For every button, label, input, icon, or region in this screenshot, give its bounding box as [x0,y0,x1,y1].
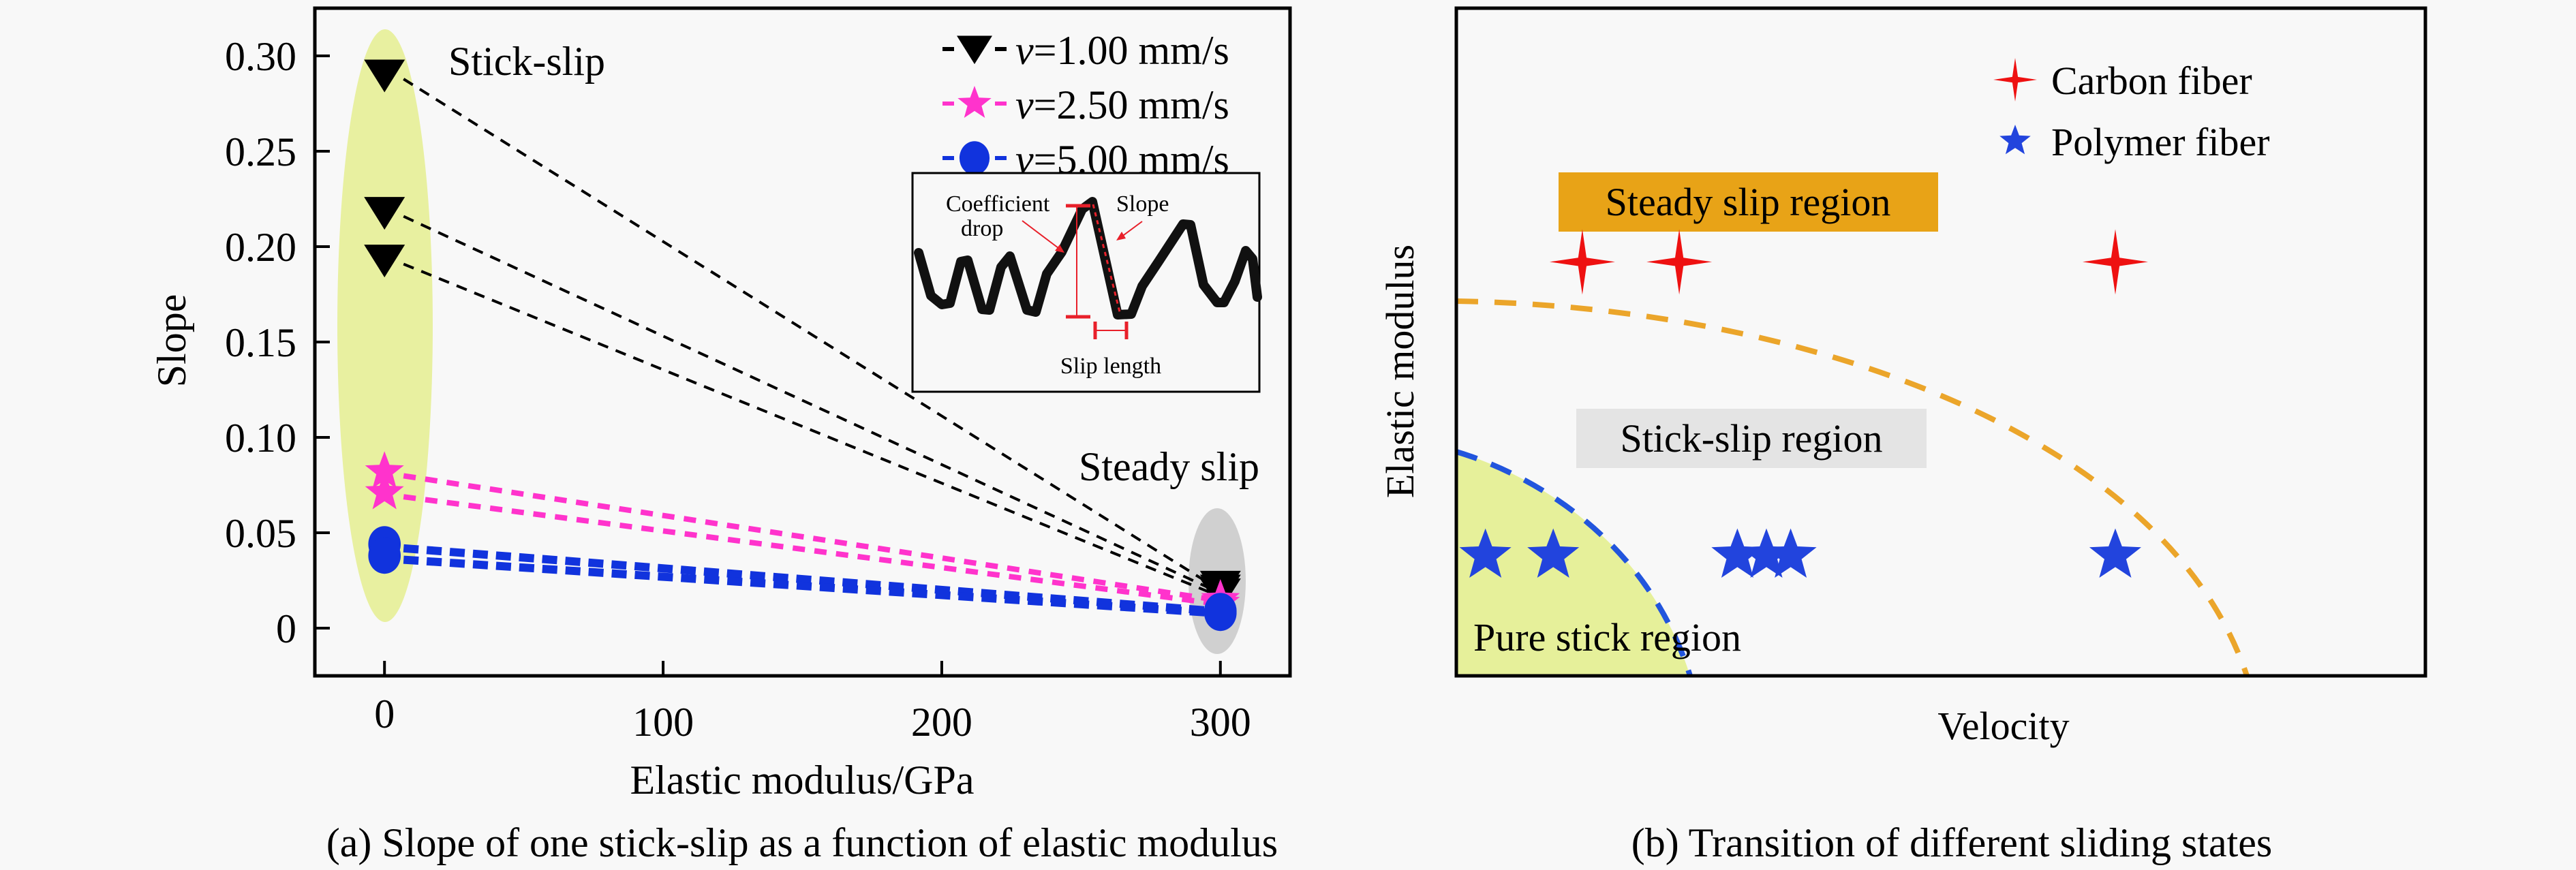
carbon-fiber-legend-icon [1993,58,2037,102]
legend-label: v=2.50 mm/s [1015,82,1229,127]
y-tick-label: 0.15 [225,320,296,365]
slope-arrow-line [1120,221,1143,238]
steady-slip-region-label: Steady slip region [1606,180,1891,224]
y-tick-label: 0.30 [225,34,296,79]
legend-label-value: =2.50 mm/s [1034,82,1229,127]
carbon-fiber-point [1549,229,1615,295]
polymer-fiber-point [1711,528,1764,578]
series-line-1-1 [403,78,1214,588]
legend-marker-triangle-down [957,35,992,65]
legend-label-carbon-fiber: Carbon fiber [2051,59,2252,103]
caption-b: (b) Transition of different sliding stat… [1631,820,2273,865]
legend-item-1: v=1.00 mm/s [942,28,1229,73]
polymer-fiber-point [1459,528,1512,578]
stick-slip-highlight-ellipse [337,29,433,622]
stick-slip-annotation: Stick-slip [448,39,605,84]
steady-slip-boundary [1456,298,2250,677]
stick-slip-region-box [1576,409,1927,468]
x-tick-label: 300 [1190,700,1251,745]
slope-arrow-head [1116,232,1126,240]
fiber-markers [1459,229,2148,578]
y-tick-label: 0 [276,606,296,651]
pure-stick-region-fill [1456,452,1690,676]
pure-stick-region-label: Pure stick region [1473,615,1741,659]
y-tick-label: 0.25 [225,129,296,174]
pure-stick-boundary [1455,449,1693,677]
series-lines [403,78,1214,617]
legend-label-variable: v [1015,28,1034,73]
series-markers [364,59,1241,632]
polymer-fiber-point [1764,528,1817,578]
data-point-triangle-down [364,245,405,278]
plot-frame-b [1454,6,2427,678]
series-line-2-1 [403,473,1214,602]
inset-label-slope: Slope [1116,191,1169,217]
y-axis-label-a: Slope [149,294,194,388]
series-line-3-2 [403,555,1214,617]
data-point-triangle-down [364,59,405,93]
series-line-2-2 [403,494,1214,606]
series-line-1-2 [403,215,1214,591]
panel-a: 0 100 200 300 0 0.05 0.10 0.15 0.20 0.25 0.30 Stic… [149,6,1292,865]
data-point-circle [1203,595,1237,632]
y-axis-label-b: Elastic modulus [1378,245,1422,498]
x-tick-label: 100 [632,700,694,745]
legend-label-variable: v [1015,82,1034,127]
legend-item-polymer-fiber [1999,125,2031,155]
carbon-fiber-point [2083,229,2148,295]
coefficient-drop-arrow-head [1055,245,1064,253]
legend-label: v=1.00 mm/s [1015,28,1229,73]
series-line-1-3 [403,262,1214,595]
y-tick-label: 0.10 [225,416,296,461]
legend-marker-star [957,86,992,118]
legend-label-value: =1.00 mm/s [1034,28,1229,73]
inset-label-drop: drop [961,216,1003,241]
inset-friction-curve [914,197,1262,320]
data-point-star [365,451,404,488]
data-point-triangle-down [364,197,405,230]
stick-slip-region-label: Stick-slip region [1620,416,1882,461]
inset-label-slip-length: Slip length [1060,354,1161,379]
slope-line [1092,204,1122,315]
x-tick-label: 200 [911,700,972,745]
polymer-fiber-point [1741,528,1793,578]
legend-item-carbon-fiber [1993,58,2037,102]
x-tick-label: 0 [374,692,395,736]
axis-ticks-a: 0 100 200 300 0 0.05 0.10 0.15 0.20 0.25 0.30 [225,34,1251,745]
legend-item-2: v=2.50 mm/s [942,82,1229,127]
inset-label-coefficient: Coefficient [946,191,1050,217]
legend-label-polymer-fiber: Polymer fiber [2051,120,2270,164]
y-tick-label: 0.20 [225,225,296,270]
data-point-star [365,472,404,510]
inset-stick-slip-schematic: Coefficient drop Slope Slip length [911,172,1262,393]
steady-slip-annotation: Steady slip [1079,444,1259,489]
polymer-fiber-point [2089,528,2141,578]
x-axis-label-a: Elastic modulus/GPa [630,758,975,803]
data-point-circle [368,538,401,574]
caption-a: (a) Slope of one stick-slip as a functio… [326,820,1278,865]
legend-b: Carbon fiber Polymer fiber [1993,58,2270,164]
x-axis-label-b: Velocity [1937,704,2069,748]
polymer-fiber-legend-icon [1999,125,2031,155]
steady-slip-region-box [1559,172,1938,232]
carbon-fiber-point [1646,229,1713,295]
panel-b: Steady slip region Stick-slip region Pur… [1378,6,2427,865]
y-tick-label: 0.05 [225,511,296,556]
legend-marker-circle [959,141,990,175]
polymer-fiber-point [1527,528,1580,578]
coefficient-drop-arrow-line [1022,220,1062,251]
